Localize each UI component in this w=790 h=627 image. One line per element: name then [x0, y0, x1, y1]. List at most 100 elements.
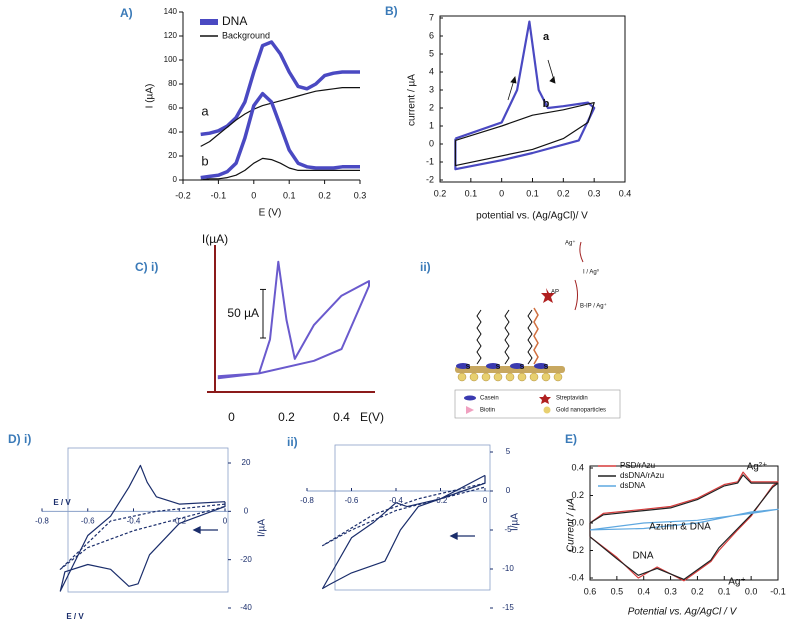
legend-biotin	[466, 406, 474, 414]
probe-strand	[533, 307, 539, 365]
scheme: ii)	[420, 241, 621, 419]
y-tick-label: 20	[168, 151, 177, 160]
series-line	[59, 464, 226, 592]
y-tick-label: -5	[504, 525, 512, 534]
x-tick-label: -0.4	[389, 496, 403, 505]
site-label: S	[520, 364, 525, 371]
y-tick-label: 5	[506, 447, 511, 456]
y-tick-label: 100	[164, 55, 178, 64]
x-tick-label: -0.4	[127, 516, 141, 525]
y-tick-label: 60	[168, 103, 177, 112]
series-line	[322, 482, 486, 547]
y-tick-label: -0.4	[568, 572, 584, 582]
y-tick-label: 80	[168, 79, 177, 88]
y-tick-label: -20	[240, 555, 252, 564]
annotation: Ag⁺	[728, 577, 746, 588]
series-line	[200, 40, 360, 137]
y-tick-label: -15	[502, 603, 514, 612]
annotation: Azurin & DNA	[649, 522, 711, 533]
legend-casein	[464, 395, 476, 401]
y-tick-label: 0.4	[571, 462, 584, 472]
series-line	[589, 474, 779, 580]
series-line	[200, 91, 360, 180]
annotation: b	[201, 153, 208, 168]
series-line	[200, 87, 360, 147]
dna-strands	[476, 309, 533, 365]
x-tick-label: 0	[499, 188, 504, 198]
legend-label: PSD/rAzu	[620, 461, 655, 470]
annotation: Ag²⁺	[747, 462, 768, 473]
y-tick-label: 7	[429, 12, 434, 22]
scheme-text: Ag⁺	[565, 240, 576, 247]
series-line	[454, 102, 595, 167]
y-tick-label: -2	[426, 174, 434, 184]
annotation: DNA	[632, 551, 653, 562]
site-label: S	[466, 364, 471, 371]
x-tick-label: 0.1	[526, 188, 539, 198]
x-tick-label: 0.3	[354, 190, 367, 200]
x-tick-label: -0.6	[345, 496, 359, 505]
x-tick-label: 0.1	[465, 188, 478, 198]
cv-arrows	[507, 59, 556, 101]
y-tick-label: 0.0	[571, 517, 584, 527]
x-tick-label: 0	[228, 410, 235, 424]
x-axis-label: E(V)	[360, 410, 384, 424]
series-line	[589, 508, 779, 531]
x-axis-label: Potential vs. Ag/AgCl / V	[628, 607, 738, 618]
streptavidin	[541, 288, 555, 303]
x-tick-label: 0.4	[333, 410, 350, 424]
casein	[456, 363, 548, 369]
x-tick-label: -0.6	[81, 516, 95, 525]
site-label: S	[544, 364, 549, 371]
y-tick-label: 0	[429, 138, 434, 148]
y-axis-label: I/µA	[510, 513, 521, 531]
plot-frame	[67, 447, 229, 593]
gold-nanoparticles	[457, 372, 563, 382]
gold-surface	[455, 366, 565, 373]
series-line	[454, 20, 596, 171]
x-tick-label: 0.3	[588, 188, 601, 198]
y-tick-label: 5	[429, 48, 434, 58]
annotation: a	[201, 103, 209, 118]
y-tick-label: -0.2	[568, 545, 584, 555]
legend-label: DNA	[222, 14, 247, 28]
scheme-legend-text: Gold nanoparticles	[556, 408, 606, 414]
panel-label: D) i)	[8, 432, 31, 446]
series-line	[322, 474, 486, 590]
x-tick-label: 0.2	[557, 188, 570, 198]
scheme-text: I / Ag⁰	[583, 269, 600, 276]
y-tick-label: 20	[242, 458, 251, 467]
series-line	[59, 503, 226, 570]
legend-streptavidin	[539, 394, 551, 404]
panel-label: ii)	[420, 260, 431, 274]
legend-gold	[543, 406, 551, 414]
x-tick-label: -0.2	[175, 190, 191, 200]
x-tick-label: 0	[223, 516, 228, 525]
y-axis-label: I/µA	[257, 519, 268, 537]
x-tick-label: 0.3	[664, 586, 677, 596]
x-axis-label: E / V	[53, 498, 71, 507]
legend-label: dsDNA	[620, 481, 646, 490]
x-tick-label: -0.1	[211, 190, 227, 200]
scheme-legend-text: Biotin	[480, 408, 495, 414]
x-tick-label: 0.1	[283, 190, 296, 200]
arrows	[192, 525, 475, 541]
reaction-arrows	[574, 241, 584, 311]
annotation: b	[543, 98, 550, 110]
legend-label: Background	[222, 30, 270, 40]
x-tick-label: 0.0	[745, 586, 758, 596]
y-tick-label: 2	[429, 102, 434, 112]
scheme-legend-text: Casein	[480, 396, 499, 402]
x-tick-label: 0.5	[611, 586, 624, 596]
x-tick-label: 0.2	[318, 190, 331, 200]
panel-label: C) i)	[135, 260, 158, 274]
y-tick-label: 0	[506, 486, 511, 495]
panel-label: ii)	[287, 435, 298, 449]
series-line	[217, 260, 370, 380]
y-tick-label: 140	[164, 7, 178, 16]
y-tick-label: 3	[429, 84, 434, 94]
x-tick-label: -0.2	[434, 496, 448, 505]
series-line	[200, 157, 360, 181]
x-tick-label: 0	[483, 496, 488, 505]
